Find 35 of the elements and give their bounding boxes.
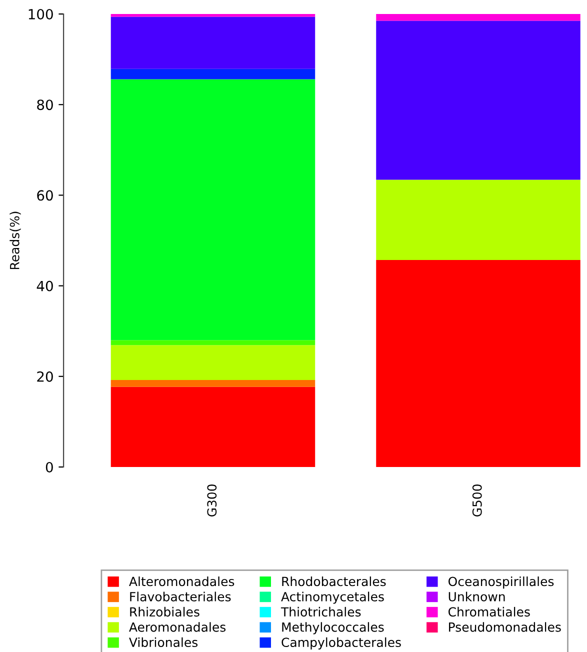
legend-label: Pseudomonadales — [449, 622, 561, 632]
legend-label: Actinomycetales — [281, 592, 384, 604]
legend-label: Unknown — [448, 592, 505, 602]
bar — [110, 68, 316, 80]
bar — [376, 14, 580, 21]
y-tick-label: 100 — [28, 8, 53, 20]
legend-label: Chromatiales — [448, 606, 530, 617]
legend-label: Oceanospirillales — [448, 576, 554, 589]
y-axis-title: Reads(%) — [10, 212, 21, 270]
bar — [110, 16, 316, 69]
x-tick-label: G300 — [207, 484, 217, 517]
bar — [376, 260, 580, 467]
bar — [110, 340, 316, 346]
legend-label: Alteromonadales — [129, 576, 234, 586]
bar — [110, 79, 316, 340]
legend-label: Aeromonadales — [129, 622, 226, 632]
bar — [110, 345, 316, 380]
bar — [110, 380, 316, 387]
y-tick-label: 60 — [37, 190, 53, 201]
legend-label: Campylobacterales — [282, 637, 401, 650]
legend-label: Vibrionales — [129, 637, 198, 648]
bar — [110, 14, 316, 17]
bar — [110, 386, 316, 467]
y-tick-label: 20 — [37, 371, 53, 382]
legend-label: Methylococcales — [282, 622, 384, 634]
y-tick-label: 40 — [36, 280, 53, 292]
legend-label: Thiotrichales — [280, 606, 361, 617]
bar — [376, 20, 580, 180]
legend-label: Flavobacteriales — [130, 592, 231, 602]
y-tick-label: 0 — [46, 462, 53, 472]
bar — [376, 180, 580, 260]
y-tick-label: 80 — [37, 100, 53, 110]
legend-label: Rhizobiales — [130, 606, 200, 617]
legend-label: Rhodobacterales — [282, 576, 386, 586]
x-tick-label: G500 — [472, 484, 482, 517]
